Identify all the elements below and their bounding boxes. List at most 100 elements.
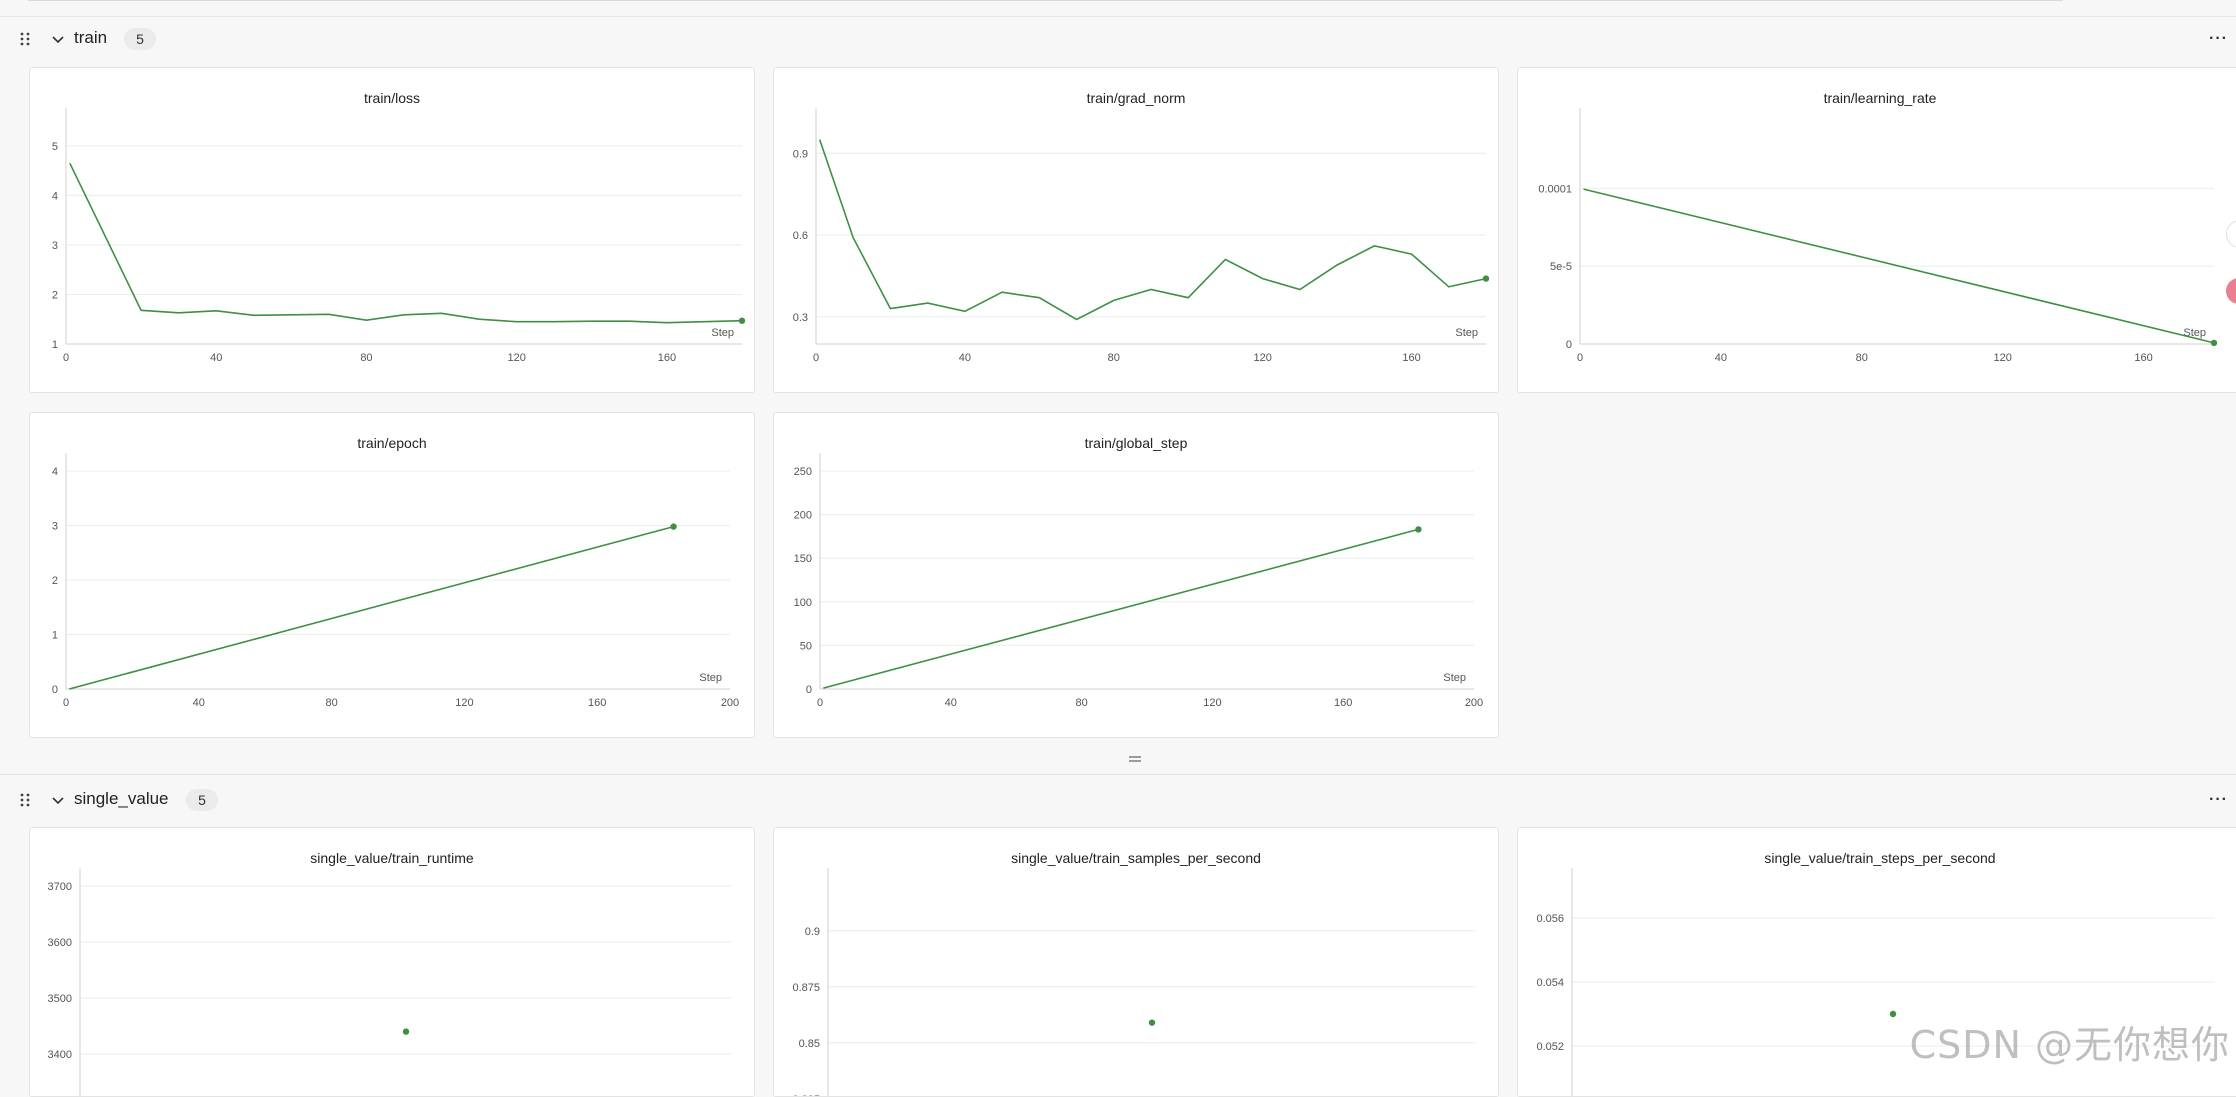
section-count-badge: 5 bbox=[124, 28, 156, 50]
x-tick-label: 40 bbox=[210, 352, 222, 364]
series-line bbox=[1583, 188, 2215, 344]
x-tick-label: 120 bbox=[507, 352, 525, 364]
chart-card-train-learning-rate[interactable]: train/learning_rate 0 5e-5 0.0001 0 40 80 120 1… bbox=[1517, 67, 2236, 393]
y-tick-label: 0.9 bbox=[805, 926, 820, 938]
drag-handle-icon[interactable] bbox=[20, 793, 34, 807]
x-axis-label: Step bbox=[1455, 327, 1478, 339]
y-tick-label: 0.054 bbox=[1536, 977, 1564, 989]
section-title[interactable]: train bbox=[74, 28, 108, 47]
chart-card-train-global-step[interactable]: train/global_step 0 50 100 150 200 250 0 40 80 12… bbox=[773, 412, 1499, 738]
y-tick-label: 0 bbox=[1566, 339, 1572, 351]
x-tick-label: 80 bbox=[1108, 352, 1120, 364]
series-line bbox=[823, 528, 1419, 689]
y-tick-label: 4 bbox=[52, 466, 58, 478]
x-tick-label: 200 bbox=[1465, 697, 1483, 709]
line-chart: 0.3 0.6 0.9 0 40 80 120 160 Step bbox=[793, 108, 1490, 364]
x-tick-label: 160 bbox=[1402, 352, 1420, 364]
x-axis-label: Step bbox=[711, 327, 734, 339]
section-train: train 5 ··· train/loss 1 2 3 4 5 0 40 80 120 160 S… bbox=[0, 16, 2236, 774]
y-tick-label: 0.052 bbox=[1536, 1041, 1564, 1053]
y-tick-label: 250 bbox=[794, 466, 812, 478]
y-tick-label: 50 bbox=[800, 640, 812, 652]
x-tick-label: 120 bbox=[455, 697, 473, 709]
y-tick-label: 3600 bbox=[48, 937, 72, 949]
section-count-badge: 5 bbox=[186, 789, 218, 811]
y-tick-label: 0.6 bbox=[793, 230, 808, 242]
line-chart: 1 2 3 4 5 0 40 80 120 160 Step bbox=[52, 108, 746, 364]
data-point bbox=[670, 523, 677, 530]
y-tick-label: 1 bbox=[52, 339, 58, 351]
y-tick-label: 0.0001 bbox=[1538, 183, 1572, 195]
chart-title: train/global_step bbox=[1084, 435, 1188, 451]
y-tick-label: 100 bbox=[794, 597, 812, 609]
x-tick-label: 120 bbox=[1993, 352, 2011, 364]
x-axis-label: Step bbox=[1443, 672, 1466, 684]
y-tick-label: 0.056 bbox=[1536, 913, 1564, 925]
watermark: CSDN @无你想你 bbox=[1909, 1023, 2230, 1067]
x-tick-label: 160 bbox=[588, 697, 606, 709]
x-tick-label: 80 bbox=[325, 697, 337, 709]
x-tick-label: 80 bbox=[1075, 697, 1087, 709]
section-single-value: single_value 5 ··· single_value/train_ru… bbox=[0, 777, 2236, 1097]
x-tick-label: 80 bbox=[360, 352, 372, 364]
y-tick-label: 3500 bbox=[48, 993, 72, 1005]
chart-card-train-samples-per-second[interactable]: single_value/train_samples_per_second 0.… bbox=[773, 827, 1499, 1097]
y-tick-label: 3 bbox=[52, 240, 58, 252]
series-line bbox=[69, 525, 674, 690]
x-tick-label: 0 bbox=[817, 697, 823, 709]
resize-handle-icon[interactable] bbox=[1128, 755, 1142, 763]
chart-title: train/epoch bbox=[357, 435, 427, 451]
y-tick-label: 0.9 bbox=[793, 148, 808, 160]
chart-title: train/loss bbox=[363, 90, 421, 106]
x-tick-label: 40 bbox=[959, 352, 971, 364]
section-divider bbox=[0, 774, 2236, 775]
chevron-down-icon[interactable] bbox=[50, 792, 66, 808]
x-tick-label: 40 bbox=[945, 697, 957, 709]
line-chart: 0 50 100 150 200 250 0 40 80 120 160 200 Step bbox=[794, 453, 1483, 709]
data-point bbox=[1889, 1010, 1897, 1018]
line-chart: 0 5e-5 0.0001 0 40 80 120 160 Step bbox=[1538, 108, 2218, 364]
x-tick-label: 80 bbox=[1856, 352, 1868, 364]
x-tick-label: 0 bbox=[813, 352, 819, 364]
x-tick-label: 160 bbox=[2134, 352, 2152, 364]
chart-card-train-loss[interactable]: train/loss 1 2 3 4 5 0 40 80 120 160 Step bbox=[29, 67, 755, 393]
y-tick-label: 5 bbox=[52, 141, 58, 153]
y-tick-label: 0.3 bbox=[793, 312, 808, 324]
chart-card-train-epoch[interactable]: train/epoch 0 1 2 3 4 0 40 80 120 160 200 Step bbox=[29, 412, 755, 738]
chart-card-train-runtime[interactable]: single_value/train_runtime 3300340035003… bbox=[29, 827, 755, 1097]
chart-title: single_value/train_runtime bbox=[310, 850, 474, 866]
y-tick-label: 150 bbox=[794, 553, 812, 565]
y-tick-label: 2 bbox=[52, 289, 58, 301]
chart-title: single_value/train_steps_per_second bbox=[1764, 850, 1996, 866]
x-tick-label: 40 bbox=[193, 697, 205, 709]
drag-handle-icon[interactable] bbox=[20, 32, 34, 46]
y-tick-label: 1 bbox=[52, 630, 58, 642]
section-header-single-value[interactable]: single_value 5 ··· bbox=[0, 777, 2236, 825]
x-tick-label: 0 bbox=[63, 352, 69, 364]
x-tick-label: 200 bbox=[721, 697, 739, 709]
y-tick-label: 5e-5 bbox=[1550, 261, 1572, 273]
section-title[interactable]: single_value bbox=[74, 789, 169, 808]
more-options-icon[interactable]: ··· bbox=[2209, 30, 2228, 47]
chart-card-train-steps-per-second[interactable]: single_value/train_steps_per_second 0.05… bbox=[1517, 827, 2236, 1097]
more-options-icon[interactable]: ··· bbox=[2209, 791, 2228, 808]
x-tick-label: 120 bbox=[1203, 697, 1221, 709]
chevron-down-icon[interactable] bbox=[50, 31, 66, 47]
y-tick-label: 0 bbox=[52, 684, 58, 696]
chart-card-train-grad-norm[interactable]: train/grad_norm 0.3 0.6 0.9 0 40 80 120 160 Step bbox=[773, 67, 1499, 393]
x-tick-label: 160 bbox=[658, 352, 676, 364]
y-tick-label: 200 bbox=[794, 510, 812, 522]
record-icon[interactable] bbox=[2226, 278, 2236, 304]
top-panel-edge bbox=[0, 0, 2236, 17]
data-point bbox=[1482, 275, 1490, 282]
chart-title: train/grad_norm bbox=[1086, 90, 1186, 106]
section-header-train[interactable]: train 5 ··· bbox=[0, 16, 2236, 64]
scatter-chart: 33003400350036003700 bbox=[48, 868, 732, 1096]
data-point bbox=[1148, 1019, 1156, 1026]
y-tick-label: 3 bbox=[52, 521, 58, 533]
data-point bbox=[2210, 339, 2218, 347]
y-tick-label: 0.875 bbox=[792, 982, 820, 994]
